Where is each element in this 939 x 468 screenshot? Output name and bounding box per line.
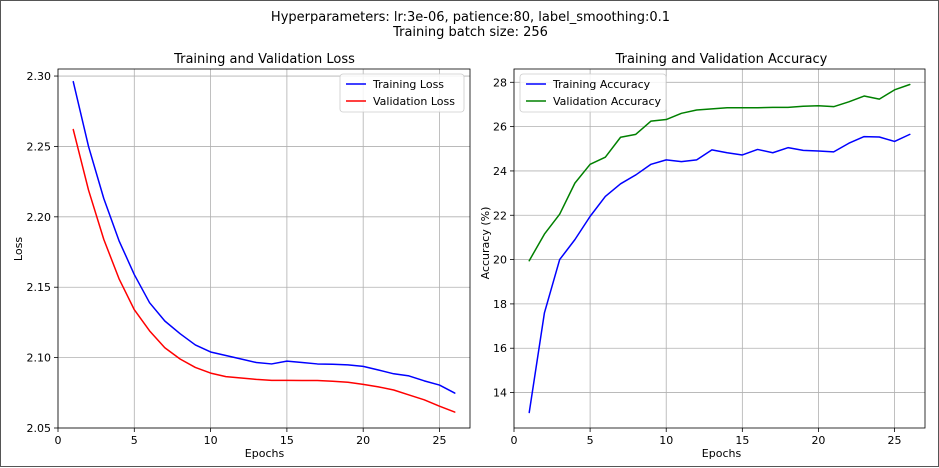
accuracy-plot-area: 0 5 10 15 20 25 14 16 18 20 22 24 26 28 xyxy=(493,68,926,447)
loss-ytick-label: 2.15 xyxy=(27,281,52,294)
accuracy-chart: Training and Validation Accuracy Epochs … xyxy=(479,52,926,460)
loss-legend-label-1: Training Loss xyxy=(372,78,444,91)
loss-xtick-label: 15 xyxy=(280,434,294,447)
accuracy-ytick-label: 18 xyxy=(493,298,507,311)
accuracy-legend-box xyxy=(519,73,667,113)
accuracy-axes-frame xyxy=(513,68,926,429)
loss-ytick-label: 2.20 xyxy=(27,211,52,224)
accuracy-ytick-label: 14 xyxy=(493,387,507,400)
accuracy-xtick-label: 0 xyxy=(511,434,518,447)
loss-ytick-label: 2.10 xyxy=(27,352,52,365)
accuracy-legend-label-1: Training Accuracy xyxy=(552,78,651,91)
loss-axes-frame xyxy=(57,68,471,429)
accuracy-ytick-label: 26 xyxy=(493,121,507,134)
accuracy-chart-ylabel: Accuracy (%) xyxy=(479,207,492,280)
accuracy-legend-label-2: Validation Accuracy xyxy=(553,95,662,108)
accuracy-chart-title: Training and Validation Accuracy xyxy=(615,52,828,67)
loss-xtick-label: 25 xyxy=(432,434,446,447)
loss-series-line-2 xyxy=(72,128,456,413)
accuracy-xtick-label: 5 xyxy=(587,434,594,447)
loss-legend: Training Loss Validation Loss xyxy=(339,73,465,113)
loss-xtick-label: 10 xyxy=(204,434,218,447)
loss-xtick-label: 0 xyxy=(55,434,62,447)
accuracy-ytick-label: 22 xyxy=(493,209,507,222)
accuracy-xtick-label: 15 xyxy=(735,434,749,447)
accuracy-ytick-label: 16 xyxy=(493,342,507,355)
accuracy-ytick-label: 24 xyxy=(493,165,507,178)
loss-chart-xlabel: Epochs xyxy=(245,447,285,460)
loss-ytick-label: 2.05 xyxy=(27,422,52,435)
loss-ytick-label: 2.25 xyxy=(27,140,52,153)
accuracy-series-line-1 xyxy=(528,133,911,414)
accuracy-xtick-label: 10 xyxy=(659,434,673,447)
loss-plot-area: 0 5 10 15 20 25 2.05 2.10 2.15 2.20 2.25 2.30 xyxy=(27,68,471,447)
accuracy-xtick-label: 25 xyxy=(888,434,902,447)
loss-legend-box xyxy=(339,73,465,113)
loss-chart-ylabel: Loss xyxy=(12,237,25,261)
accuracy-xtick-label: 20 xyxy=(811,434,825,447)
loss-ytick-label: 2.30 xyxy=(27,70,52,83)
loss-legend-label-2: Validation Loss xyxy=(373,95,455,108)
figure-suptitle-line2: Training batch size: 256 xyxy=(393,25,548,40)
loss-chart-title: Training and Validation Loss xyxy=(173,52,355,67)
accuracy-ytick-label: 20 xyxy=(493,254,507,267)
accuracy-series-line-2 xyxy=(528,83,911,262)
loss-xtick-label: 5 xyxy=(131,434,138,447)
accuracy-chart-xlabel: Epochs xyxy=(702,447,742,460)
accuracy-legend: Training Accuracy Validation Accuracy xyxy=(519,73,667,113)
loss-series-line-1 xyxy=(72,80,456,394)
loss-chart: Training and Validation Loss Epochs Loss… xyxy=(12,52,471,460)
accuracy-ytick-label: 28 xyxy=(493,76,507,89)
figure-suptitle-line1: Hyperparameters: lr:3e-06, patience:80, … xyxy=(270,10,671,25)
loss-xtick-label: 20 xyxy=(356,434,370,447)
